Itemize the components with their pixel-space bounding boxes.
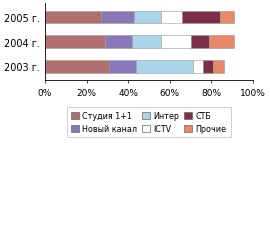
Bar (101, 11, 134, 24)
Bar (209, 36, 234, 49)
Bar (182, 11, 220, 24)
Bar (45, 36, 105, 49)
Bar (109, 61, 137, 73)
Bar (220, 11, 234, 24)
Bar (191, 36, 209, 49)
Bar (132, 36, 161, 49)
Bar (161, 11, 182, 24)
Bar (137, 61, 193, 73)
Bar (213, 61, 224, 73)
Bar (203, 61, 213, 73)
Bar (45, 11, 101, 24)
Bar (193, 61, 203, 73)
Bar (45, 61, 109, 73)
Legend: Студия 1+1, Новый канал, Интер, ICTV, СТБ, Прочие: Студия 1+1, Новый канал, Интер, ICTV, СТ… (67, 108, 231, 138)
Bar (134, 11, 161, 24)
Bar (161, 36, 191, 49)
Bar (105, 36, 132, 49)
